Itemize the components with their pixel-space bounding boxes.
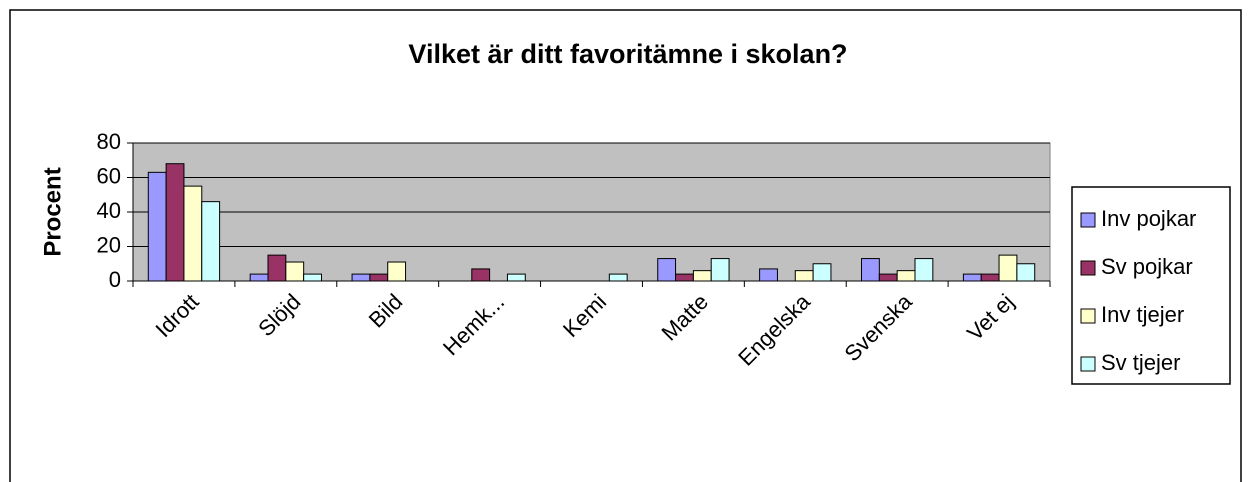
x-tick-label: Engelska xyxy=(733,288,815,370)
x-tick-label: Kemi xyxy=(558,289,611,342)
bar xyxy=(249,273,269,282)
bar xyxy=(147,171,167,282)
bar xyxy=(980,273,1000,282)
bar xyxy=(201,201,221,282)
bar xyxy=(962,273,982,282)
x-tick-label: Hemk... xyxy=(438,289,509,360)
legend-swatch xyxy=(1080,260,1096,276)
x-tick-label: Slöjd xyxy=(253,289,305,341)
bar xyxy=(657,258,677,282)
bar xyxy=(1016,263,1036,282)
bar xyxy=(794,270,814,282)
bar xyxy=(861,258,880,282)
bar xyxy=(998,254,1018,282)
bar xyxy=(692,270,712,282)
legend-label: Sv pojkar xyxy=(1101,254,1193,279)
bar xyxy=(387,261,407,282)
y-tick-label: 20 xyxy=(97,232,121,257)
bar xyxy=(812,263,832,282)
legend-box xyxy=(1071,186,1231,385)
x-tick-label: Vet ej xyxy=(962,289,1019,346)
x-tick-label: Bild xyxy=(364,289,408,333)
bar xyxy=(183,185,203,282)
y-tick-label: 40 xyxy=(97,198,121,223)
bar xyxy=(267,254,287,282)
chart-border xyxy=(9,9,1242,482)
x-tick-label: Idrott xyxy=(150,289,203,342)
bar xyxy=(896,270,916,282)
chart-title: Vilket är ditt favoritämne i skolan? xyxy=(408,39,847,69)
bar xyxy=(351,273,371,282)
bar xyxy=(369,273,389,282)
bar xyxy=(759,268,778,282)
y-tick-label: 60 xyxy=(97,163,121,188)
bar xyxy=(914,258,934,282)
y-axis-label: Procent xyxy=(39,167,66,256)
bar xyxy=(303,273,322,282)
legend-label: Inv tjejer xyxy=(1101,302,1184,327)
bar xyxy=(165,163,185,282)
y-tick-label: 0 xyxy=(109,267,121,292)
bar xyxy=(878,273,898,282)
legend-label: Inv pojkar xyxy=(1101,206,1196,231)
legend-swatch xyxy=(1080,356,1096,372)
x-tick-label: Matte xyxy=(656,289,713,346)
bar xyxy=(710,258,730,282)
legend-swatch xyxy=(1080,212,1096,228)
bar xyxy=(471,268,491,282)
bar xyxy=(285,261,305,282)
y-tick-label: 80 xyxy=(97,129,121,154)
legend-swatch xyxy=(1080,308,1096,324)
bar xyxy=(608,273,628,282)
x-tick-label: Svenska xyxy=(839,288,917,366)
legend-label: Sv tjejer xyxy=(1101,350,1180,375)
bar xyxy=(506,273,526,282)
bar xyxy=(675,273,694,282)
